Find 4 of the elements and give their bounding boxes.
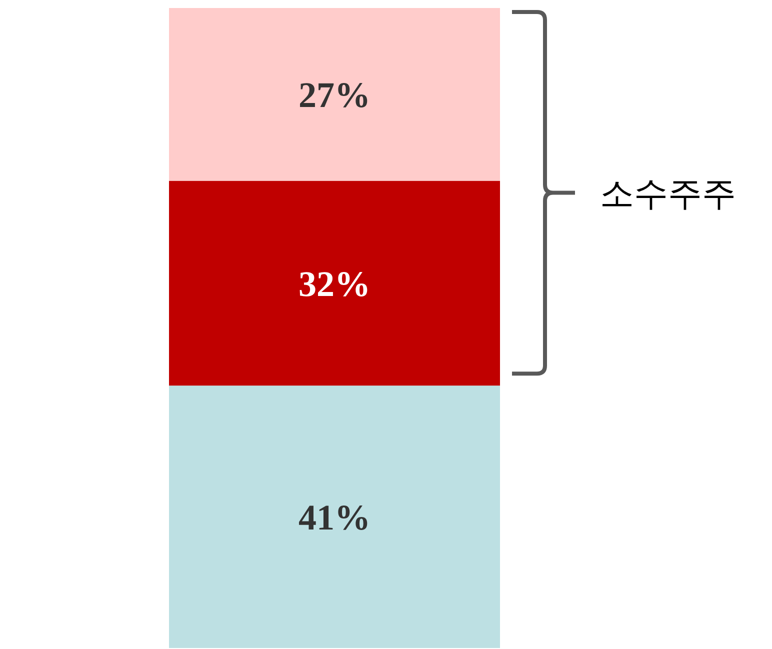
text: 소수주주 (600, 174, 736, 214)
data-label: 32% (298, 264, 370, 304)
data-label: 41% (298, 497, 370, 538)
data-label: 27% (298, 75, 370, 115)
